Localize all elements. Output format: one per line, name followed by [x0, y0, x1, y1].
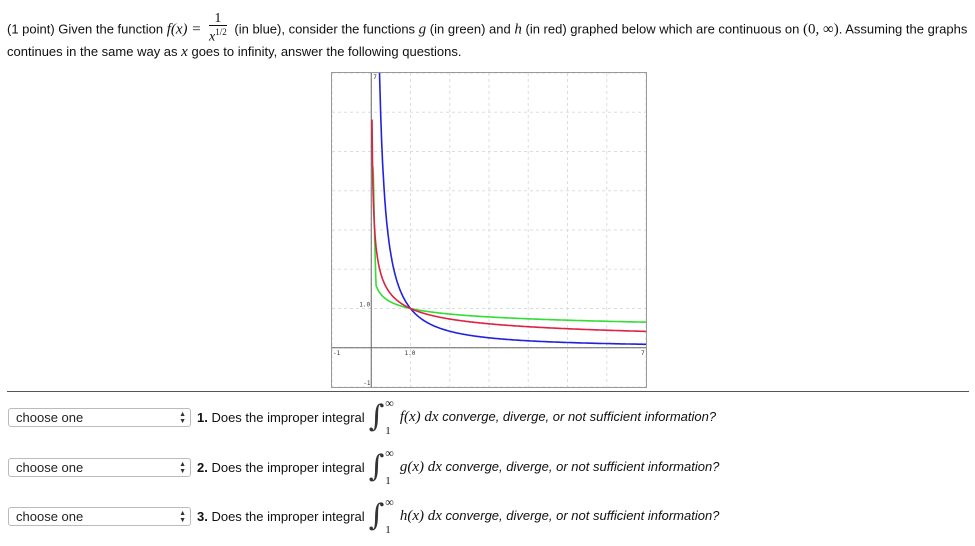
question-3: choose one ▲ ▼ 3. Does the improper integr… [8, 494, 968, 538]
x-tick-label: 7 [641, 350, 645, 357]
select-arrows-icon: ▲ ▼ [179, 460, 186, 475]
problem-statement-line2: continues in the same way as x goes to i… [7, 44, 462, 60]
upper-limit: ∞ [385, 396, 394, 410]
divider [7, 391, 969, 392]
function-graph: -1 1.0 7 -1 1.0 7 [331, 72, 647, 388]
fraction: 1 x1/2 [209, 11, 227, 45]
answer-select[interactable]: choose one ▲ ▼ [8, 506, 191, 526]
integrand: h(x) dx [399, 507, 442, 524]
curve-g [372, 166, 646, 323]
y-tick-label: 7 [373, 74, 377, 81]
answer-select[interactable]: choose one ▲ ▼ [8, 457, 191, 477]
lower-limit: 1 [385, 524, 391, 536]
x-tick-label: 1.0 [405, 350, 416, 357]
question-tail: converge, diverge, or not sufficient inf… [442, 408, 717, 424]
select-arrows-icon: ▲ ▼ [179, 509, 186, 524]
question-label: 2. Does the improper integral [197, 459, 365, 475]
question-label: 3. Does the improper integral [197, 508, 365, 524]
upper-limit: ∞ [385, 446, 394, 460]
select-value: choose one [16, 459, 84, 475]
y-tick-label: -1 [363, 380, 371, 387]
integral: ∫ ∞ 1 [369, 494, 394, 538]
answer-select[interactable]: choose one ▲ ▼ [8, 407, 191, 427]
question-label: 1. Does the improper integral [197, 409, 365, 425]
y-tick-label: 1.0 [359, 302, 370, 309]
question-2: choose one ▲ ▼ 2. Does the improper integr… [8, 445, 968, 489]
question-tail: converge, diverge, or not sufficient inf… [445, 507, 720, 523]
lower-limit: 1 [385, 475, 391, 487]
integral: ∫ ∞ 1 [369, 395, 394, 439]
integral-sign: ∫ [368, 498, 385, 533]
question-1: choose one ▲ ▼ 1. Does the improper integr… [8, 395, 968, 439]
x-tick-label: -1 [333, 350, 341, 357]
curve-f [378, 73, 646, 346]
upper-limit: ∞ [385, 495, 394, 509]
integral-sign: ∫ [368, 399, 385, 434]
question-tail: converge, diverge, or not sufficient inf… [445, 458, 720, 474]
problem-statement: (1 point) Given the function f(x) = 1 x1/… [7, 11, 968, 45]
lower-limit: 1 [385, 425, 391, 437]
integrand: g(x) dx [399, 458, 442, 475]
integral: ∫ ∞ 1 [369, 445, 394, 489]
select-value: choose one [16, 508, 84, 524]
select-arrows-icon: ▲ ▼ [179, 410, 186, 425]
integral-sign: ∫ [368, 449, 385, 484]
integrand: f(x) dx [399, 408, 439, 425]
curve-h [371, 119, 646, 333]
select-value: choose one [16, 409, 84, 425]
